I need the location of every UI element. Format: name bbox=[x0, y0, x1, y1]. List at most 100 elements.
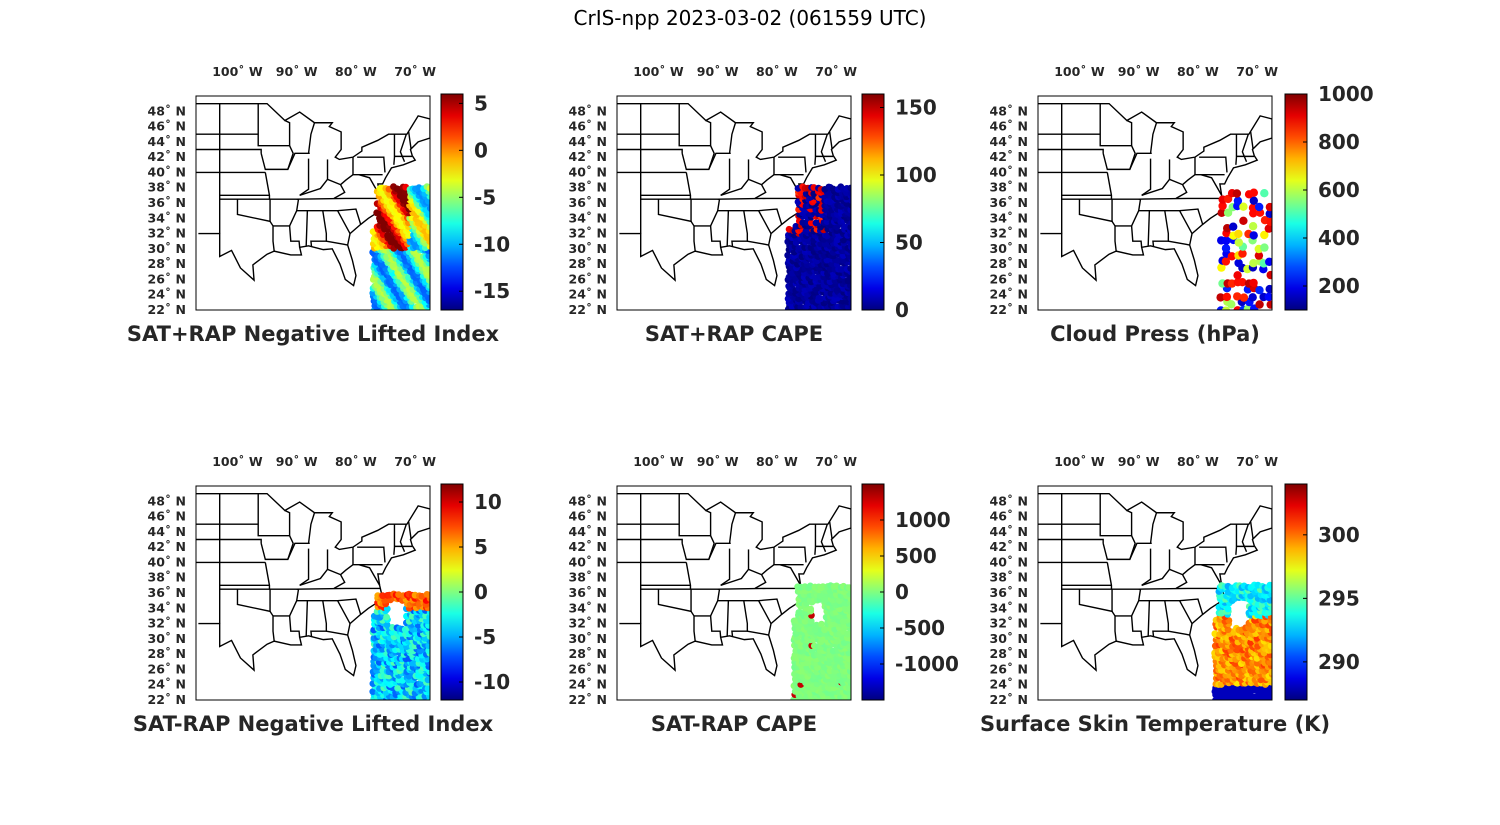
map-area bbox=[1038, 96, 1272, 310]
swath-point bbox=[426, 223, 430, 231]
state-line bbox=[761, 174, 775, 186]
state-line bbox=[1106, 562, 1113, 590]
state-line bbox=[678, 493, 715, 561]
state-line bbox=[273, 615, 301, 638]
lat-tick-label: 22˚ N bbox=[148, 692, 186, 707]
state-line bbox=[358, 564, 381, 586]
lat-tick-label: 36˚ N bbox=[569, 585, 607, 600]
swath-point bbox=[1268, 668, 1272, 676]
colorbar-tick-label: 10 bbox=[474, 490, 502, 514]
lat-tick-label: 42˚ N bbox=[990, 149, 1028, 164]
swath-point bbox=[1264, 292, 1272, 302]
swath-point bbox=[1264, 224, 1272, 233]
lat-tick-label: 26˚ N bbox=[569, 271, 607, 286]
swath-point bbox=[1234, 258, 1243, 268]
state-line bbox=[1200, 564, 1223, 586]
panel-cloud-press: 100˚ W 90˚ W 80˚ W 70˚ W 22˚ N24˚ N26˚ N28˚ … bbox=[990, 64, 1374, 346]
state-line bbox=[1249, 521, 1254, 539]
state-line bbox=[1138, 587, 1223, 590]
colorbar-tick-label: 150 bbox=[895, 96, 937, 120]
data-swath bbox=[1216, 188, 1272, 310]
swath-point bbox=[1249, 278, 1258, 288]
colorbar-tick-label: 500 bbox=[895, 544, 937, 568]
state-line bbox=[690, 610, 696, 642]
state-line bbox=[828, 131, 833, 149]
lat-tick-label: 48˚ N bbox=[990, 493, 1028, 508]
lat-tick-label: 46˚ N bbox=[990, 119, 1028, 134]
colorbar-tick-label: 1000 bbox=[895, 508, 951, 532]
lat-tick-label: 28˚ N bbox=[148, 256, 186, 271]
state-line bbox=[720, 158, 731, 196]
lat-tick-label: 48˚ N bbox=[569, 103, 607, 118]
swath-point bbox=[1221, 257, 1231, 266]
swath-point bbox=[426, 613, 430, 621]
swath-point bbox=[1232, 189, 1242, 198]
colorbar bbox=[1284, 483, 1308, 701]
colorbar-tick-label: 295 bbox=[1318, 586, 1360, 610]
lat-tick-label: 28˚ N bbox=[148, 646, 186, 661]
colorbar-tick-label: -15 bbox=[474, 279, 510, 303]
swath-point bbox=[1260, 189, 1269, 198]
swath-point bbox=[847, 240, 851, 248]
state-line bbox=[326, 630, 348, 636]
swath-point bbox=[1223, 208, 1233, 217]
colorbar-tick-label: -500 bbox=[895, 616, 945, 640]
state-line bbox=[340, 174, 354, 186]
map-frame bbox=[195, 485, 431, 701]
state-line bbox=[728, 512, 737, 544]
swath-point bbox=[1249, 231, 1258, 240]
state-line bbox=[778, 156, 807, 173]
swath-point bbox=[1266, 581, 1272, 589]
colorbar-tick-label: 290 bbox=[1318, 650, 1360, 674]
state-line bbox=[269, 610, 275, 642]
colorbar-tick-label: 0 bbox=[895, 298, 909, 322]
lon-tick-label: 100˚ W bbox=[212, 454, 263, 469]
lon-tick-label: 100˚ W bbox=[633, 64, 684, 79]
state-line bbox=[1149, 599, 1170, 637]
data-swath bbox=[784, 183, 851, 310]
state-line bbox=[678, 103, 715, 171]
swath-point bbox=[426, 591, 430, 599]
lat-tick-label: 40˚ N bbox=[569, 554, 607, 569]
state-line bbox=[694, 225, 722, 248]
state-line bbox=[1149, 209, 1170, 247]
lat-tick-label: 28˚ N bbox=[990, 646, 1028, 661]
lat-tick-label: 38˚ N bbox=[569, 180, 607, 195]
swath-point bbox=[826, 667, 834, 675]
state-line bbox=[307, 209, 328, 247]
colorbar-tick-label: 0 bbox=[474, 138, 488, 162]
state-line bbox=[717, 197, 802, 200]
state-line bbox=[1235, 524, 1238, 555]
lon-tick-label: 80˚ W bbox=[1177, 454, 1219, 469]
colorbar-tick-label: 800 bbox=[1318, 130, 1360, 154]
state-line bbox=[307, 122, 316, 154]
state-line bbox=[1129, 152, 1152, 170]
state-boundaries bbox=[1038, 492, 1272, 677]
state-line bbox=[1126, 119, 1133, 146]
lat-tick-label: 26˚ N bbox=[990, 271, 1028, 286]
state-line bbox=[299, 178, 346, 200]
swath-point bbox=[379, 261, 386, 268]
lat-tick-label: 34˚ N bbox=[569, 600, 607, 615]
panel-sat-rap-minus-cape: 100˚ W 90˚ W 80˚ W 70˚ W 22˚ N24˚ N26˚ N28˚ … bbox=[569, 454, 959, 736]
swath-point bbox=[1234, 238, 1244, 247]
swath-point bbox=[1217, 208, 1226, 217]
swath-point bbox=[1249, 188, 1259, 197]
state-line bbox=[1138, 197, 1223, 200]
swath-point bbox=[829, 647, 837, 655]
lon-tick-label: 90˚ W bbox=[697, 454, 739, 469]
state-line bbox=[1099, 493, 1136, 561]
state-line bbox=[1235, 134, 1238, 165]
lon-tick-label: 90˚ W bbox=[1118, 454, 1160, 469]
state-line bbox=[393, 524, 396, 555]
state-line bbox=[1200, 174, 1223, 196]
state-line bbox=[257, 493, 294, 561]
swath-point bbox=[424, 685, 430, 692]
swath-point bbox=[1265, 257, 1272, 266]
map-frame bbox=[195, 95, 431, 311]
colorbar-tick-label: 300 bbox=[1318, 523, 1360, 547]
swath-point bbox=[1255, 300, 1264, 309]
lat-tick-label: 40˚ N bbox=[990, 554, 1028, 569]
coastline bbox=[617, 492, 851, 677]
